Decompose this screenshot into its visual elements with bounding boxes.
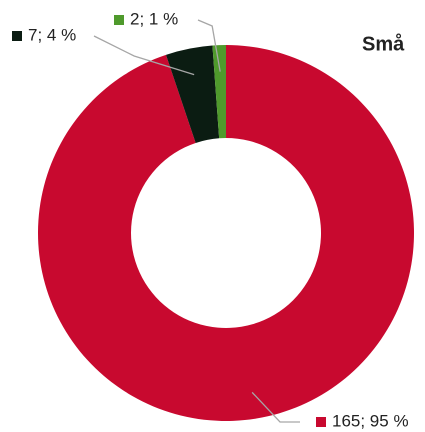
data-label: 165; 95 % (332, 411, 409, 430)
data-label: 2; 1 % (130, 9, 178, 28)
chart-title: Små (362, 32, 405, 55)
leader-line (197, 19, 221, 72)
leader-line (93, 35, 195, 76)
legend-swatch (316, 417, 326, 427)
donut-slice (212, 45, 226, 139)
legend-swatch (12, 31, 22, 41)
leader-line (251, 391, 300, 423)
data-label: 7; 4 % (28, 25, 76, 44)
legend-swatch (114, 15, 124, 25)
donut-slice (38, 45, 415, 421)
